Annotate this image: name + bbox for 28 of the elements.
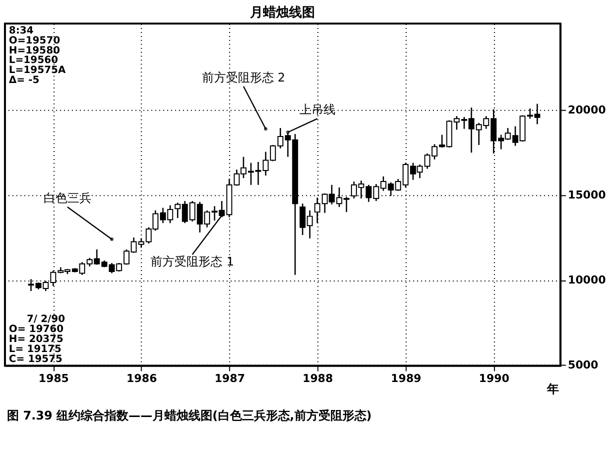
caption: 图 7.39 纽约综合指数——月蜡烛线图(白色三兵形态,前方受阻形态) — [6, 408, 372, 422]
annotation: L=19575A — [8, 65, 66, 76]
annotation: L=19560 — [8, 55, 58, 66]
x-tick-label: 1987 — [214, 372, 245, 386]
annotation: Δ= -5 — [8, 75, 40, 86]
x-tick-label: 1985 — [38, 372, 69, 386]
annotation: C= 19575 — [8, 354, 63, 365]
y-tick-label: 10000 — [568, 273, 606, 286]
annotation: L= 19175 — [8, 344, 62, 355]
x-tick-label: 1988 — [302, 372, 333, 386]
annotation: 前方受阻形态 2 — [202, 70, 286, 84]
chart-title: 月蜡烛线图 — [249, 4, 316, 21]
annotation: H=19580 — [8, 45, 60, 56]
annotation: 8:34 — [8, 25, 34, 36]
x-tick-label: 1986 — [126, 372, 157, 386]
annotation: O=19570 — [8, 35, 60, 46]
x-tick-label: 1990 — [478, 372, 510, 386]
y-tick-label: 20000 — [568, 104, 606, 117]
x-tick-label: 1989 — [390, 372, 422, 386]
annotation: O= 19760 — [8, 324, 64, 336]
annotation: 白色三兵 — [43, 191, 92, 206]
annotation: 前方受阻形态 1 — [150, 254, 234, 268]
annotation: 上吊线 — [299, 102, 336, 117]
y-tick-label: 5000 — [568, 358, 599, 372]
y-tick-label: 15000 — [568, 188, 606, 202]
x-axis-title: 年 — [546, 382, 559, 396]
annotation: H= 20375 — [8, 334, 64, 345]
annotation: 7/ 2/90 — [26, 314, 66, 326]
